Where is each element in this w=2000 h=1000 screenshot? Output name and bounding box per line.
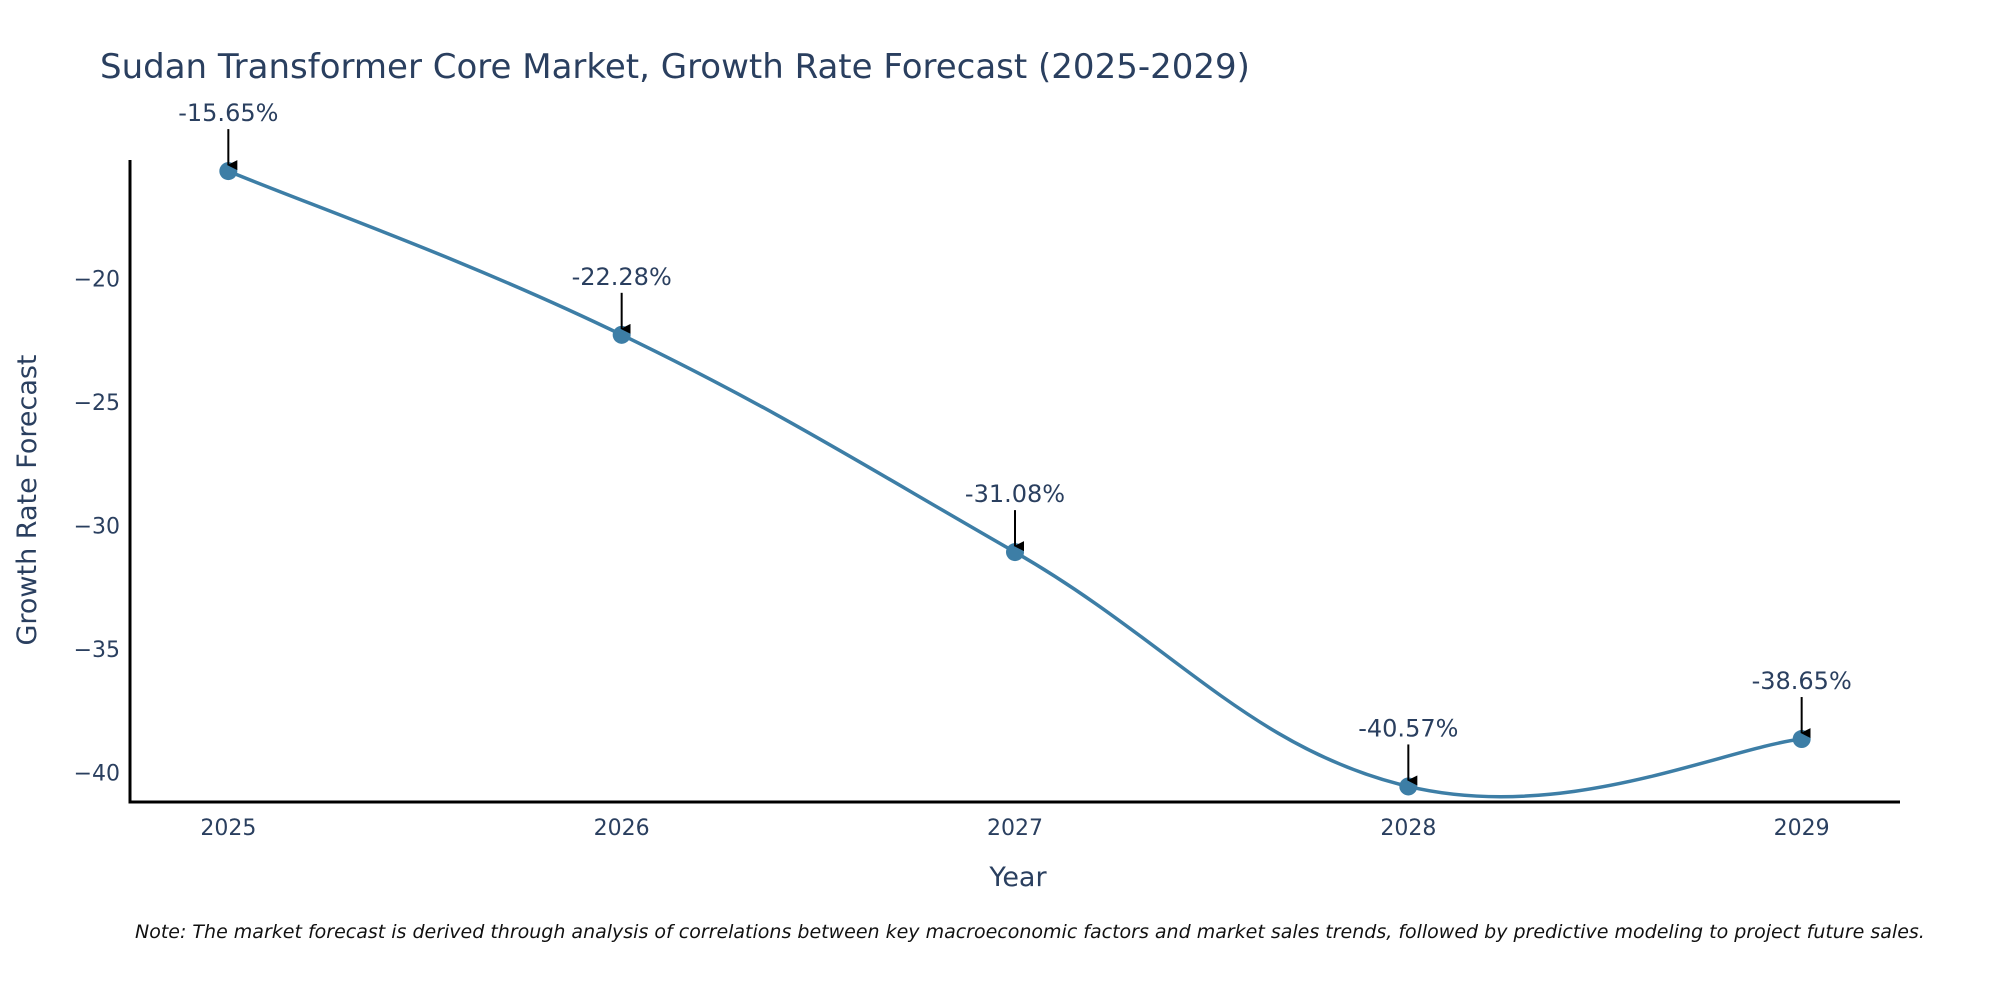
x-tick-label: 2026 — [594, 816, 650, 841]
x-tick-label: 2027 — [987, 816, 1043, 841]
chart-title: Sudan Transformer Core Market, Growth Ra… — [100, 47, 1250, 87]
y-tick-label: −40 — [74, 761, 120, 786]
y-tick-label: −25 — [74, 391, 120, 416]
x-tick-label: 2029 — [1774, 816, 1830, 841]
data-label: -22.28% — [572, 263, 672, 291]
y-tick-label: −30 — [74, 514, 120, 539]
y-tick-label: −35 — [74, 638, 120, 663]
x-axis-ticks: 2025 2026 2027 2028 2029 — [200, 816, 1829, 841]
data-points — [219, 162, 1811, 796]
x-tick-label: 2028 — [1380, 816, 1436, 841]
x-tick-label: 2025 — [200, 816, 256, 841]
y-axis-ticks: −20 −25 −30 −35 −40 — [74, 268, 120, 787]
data-label: -15.65% — [178, 99, 278, 127]
data-label: -38.65% — [1752, 667, 1852, 695]
data-annotations: -15.65% -22.28% -31.08% -40.57% -38.65% — [178, 99, 1852, 786]
y-tick-label: −20 — [74, 268, 120, 293]
y-axis-title: Growth Rate Forecast — [12, 354, 43, 645]
data-label: -31.08% — [965, 480, 1065, 508]
footnote: Note: The market forecast is derived thr… — [135, 921, 1925, 943]
x-axis-title: Year — [988, 862, 1047, 893]
data-label: -40.57% — [1358, 714, 1458, 742]
